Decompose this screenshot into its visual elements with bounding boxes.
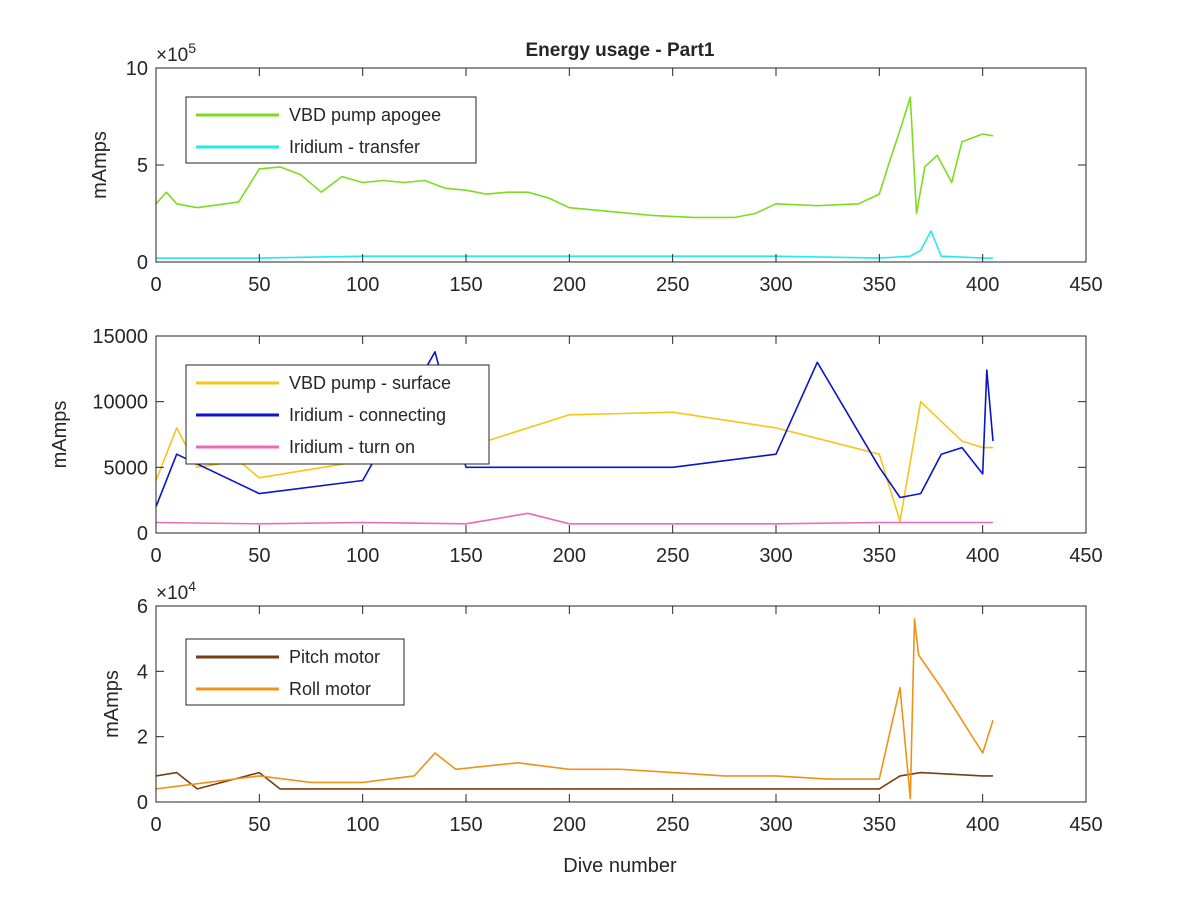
y-tick-label: 15000 — [92, 326, 148, 348]
y-exponent-base: ×10 — [156, 583, 188, 604]
x-tick-label: 50 — [248, 274, 270, 296]
plots-container: 0 50 100 150 200 250 300 350 400 4500510×105mAmps… — [49, 40, 1103, 836]
y-exponent-label: ×105 — [156, 40, 196, 66]
y-tick-label: 0 — [137, 792, 148, 814]
x-tick-label: 300 — [759, 545, 792, 567]
x-tick-label: 450 — [1069, 545, 1102, 567]
y-tick-label: 5 — [137, 155, 148, 177]
x-tick-label: 400 — [966, 274, 999, 296]
x-tick-label: 150 — [449, 814, 482, 836]
axes-box — [155, 605, 1087, 803]
x-tick-label: 0 — [150, 545, 161, 567]
legend-box — [185, 638, 405, 706]
legend: VBD pump apogee Iridium - transfer — [185, 96, 477, 164]
y-exponent-power: 5 — [188, 40, 196, 56]
legend-label: Iridium - turn on — [289, 437, 415, 457]
x-tick-label: 100 — [346, 274, 379, 296]
axes-box — [155, 335, 1087, 534]
y-axis-label: mAmps — [89, 131, 111, 199]
y-tick-label: 0 — [137, 523, 148, 545]
plot-2: 0 50 100 150 200 250 300 350 400 450 0 5000 10000 150… — [49, 326, 1103, 567]
x-tick-label: 350 — [863, 545, 896, 567]
series-line-roll-motor — [156, 618, 994, 800]
y-tick-label: 2 — [137, 727, 148, 749]
y-axis-label: mAmps — [101, 670, 123, 738]
legend-label: VBD pump apogee — [289, 105, 441, 125]
x-tick-label: 400 — [966, 814, 999, 836]
series-group — [156, 618, 994, 800]
y-tick-label: 4 — [137, 661, 148, 683]
series-line-vbd-apogee — [156, 96, 994, 219]
y-exponent-power: 4 — [188, 578, 196, 594]
legend: Pitch motor Roll motor — [185, 638, 405, 706]
figure-title: Energy usage - Part1 — [525, 40, 714, 61]
x-tick-label: 50 — [248, 545, 270, 567]
x-tick-label: 100 — [346, 814, 379, 836]
x-tick-label: 250 — [656, 814, 689, 836]
series-line-pitch-motor — [156, 771, 993, 790]
x-tick-label: 250 — [656, 545, 689, 567]
y-tick-label: 0 — [137, 252, 148, 274]
y-tick-label: 10 — [126, 58, 148, 80]
x-axis-label: Dive number — [563, 855, 677, 877]
legend-label: Roll motor — [289, 679, 371, 699]
y-tick-label: 10000 — [92, 392, 148, 414]
plot-1: 0 50 100 150 200 250 300 350 400 4500510×105mAmps… — [89, 40, 1103, 296]
x-tick-label: 200 — [553, 274, 586, 296]
x-tick-label: 300 — [759, 274, 792, 296]
x-tick-label: 350 — [863, 274, 896, 296]
x-tick-label: 450 — [1069, 814, 1102, 836]
x-tick-label: 200 — [553, 545, 586, 567]
x-tick-label: 0 — [150, 814, 161, 836]
x-tick-label: 250 — [656, 274, 689, 296]
y-exponent-label: ×104 — [156, 578, 196, 604]
x-tick-label: 100 — [346, 545, 379, 567]
y-tick-label: 6 — [137, 596, 148, 618]
legend: VBD pump - surface Iridium - connecting Ir… — [185, 364, 490, 465]
x-tick-label: 200 — [553, 814, 586, 836]
x-tick-label: 300 — [759, 814, 792, 836]
x-tick-label: 150 — [449, 274, 482, 296]
x-tick-label: 0 — [150, 274, 161, 296]
legend-label: Iridium - connecting — [289, 405, 446, 425]
plot-3: 0 50 100 150 200 250 300 350 400 4500246×104mAmps… — [101, 578, 1103, 836]
x-tick-label: 150 — [449, 545, 482, 567]
y-axis-label: mAmps — [49, 401, 71, 469]
legend-label: VBD pump - surface — [289, 373, 451, 393]
legend-box — [185, 96, 477, 164]
legend-label: Iridium - transfer — [289, 137, 420, 157]
x-tick-label: 400 — [966, 545, 999, 567]
y-tick-label: 5000 — [104, 457, 149, 479]
series-line-iridium-connecting — [156, 350, 994, 507]
x-tick-label: 350 — [863, 814, 896, 836]
series-line-iridium-turn-on — [156, 512, 993, 525]
x-tick-label: 50 — [248, 814, 270, 836]
x-tick-label: 450 — [1069, 274, 1102, 296]
legend-label: Pitch motor — [289, 647, 380, 667]
y-exponent-base: ×10 — [156, 45, 188, 66]
